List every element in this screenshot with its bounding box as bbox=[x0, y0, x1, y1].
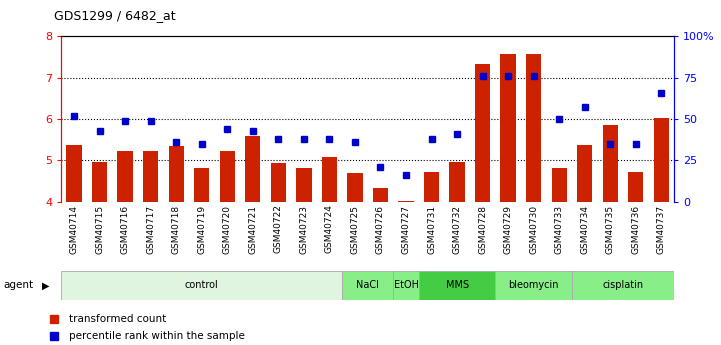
Text: percentile rank within the sample: percentile rank within the sample bbox=[69, 332, 245, 341]
Text: control: control bbox=[185, 280, 218, 290]
Bar bbox=[500, 53, 516, 202]
Bar bbox=[475, 64, 490, 202]
Text: transformed count: transformed count bbox=[69, 314, 167, 324]
Bar bbox=[577, 145, 593, 202]
Text: MMS: MMS bbox=[446, 280, 469, 290]
Text: EtOH: EtOH bbox=[394, 280, 418, 290]
Text: GDS1299 / 6482_at: GDS1299 / 6482_at bbox=[54, 9, 176, 22]
Bar bbox=[245, 136, 260, 202]
Bar bbox=[194, 168, 209, 202]
Bar bbox=[342, 271, 393, 300]
Bar bbox=[143, 151, 159, 202]
Bar bbox=[348, 173, 363, 202]
Bar bbox=[449, 162, 465, 202]
Text: NaCl: NaCl bbox=[356, 280, 379, 290]
Text: cisplatin: cisplatin bbox=[603, 280, 644, 290]
Bar bbox=[373, 188, 388, 202]
Bar bbox=[322, 157, 337, 202]
Bar bbox=[270, 163, 286, 202]
Bar bbox=[92, 162, 107, 202]
Bar bbox=[654, 118, 669, 202]
Bar bbox=[66, 145, 81, 202]
Bar bbox=[61, 271, 342, 300]
Bar bbox=[398, 200, 414, 202]
Bar bbox=[419, 271, 495, 300]
Bar bbox=[220, 151, 235, 202]
Bar bbox=[603, 125, 618, 202]
Bar bbox=[169, 146, 184, 202]
Bar bbox=[526, 53, 541, 202]
Bar bbox=[393, 271, 419, 300]
Bar bbox=[572, 271, 674, 300]
Text: ▶: ▶ bbox=[42, 280, 49, 290]
Bar bbox=[296, 168, 311, 202]
Text: agent: agent bbox=[4, 280, 34, 290]
Bar bbox=[118, 151, 133, 202]
Bar bbox=[495, 271, 572, 300]
Text: bleomycin: bleomycin bbox=[508, 280, 559, 290]
Bar bbox=[552, 168, 567, 202]
Bar bbox=[628, 171, 644, 202]
Bar bbox=[424, 171, 439, 202]
